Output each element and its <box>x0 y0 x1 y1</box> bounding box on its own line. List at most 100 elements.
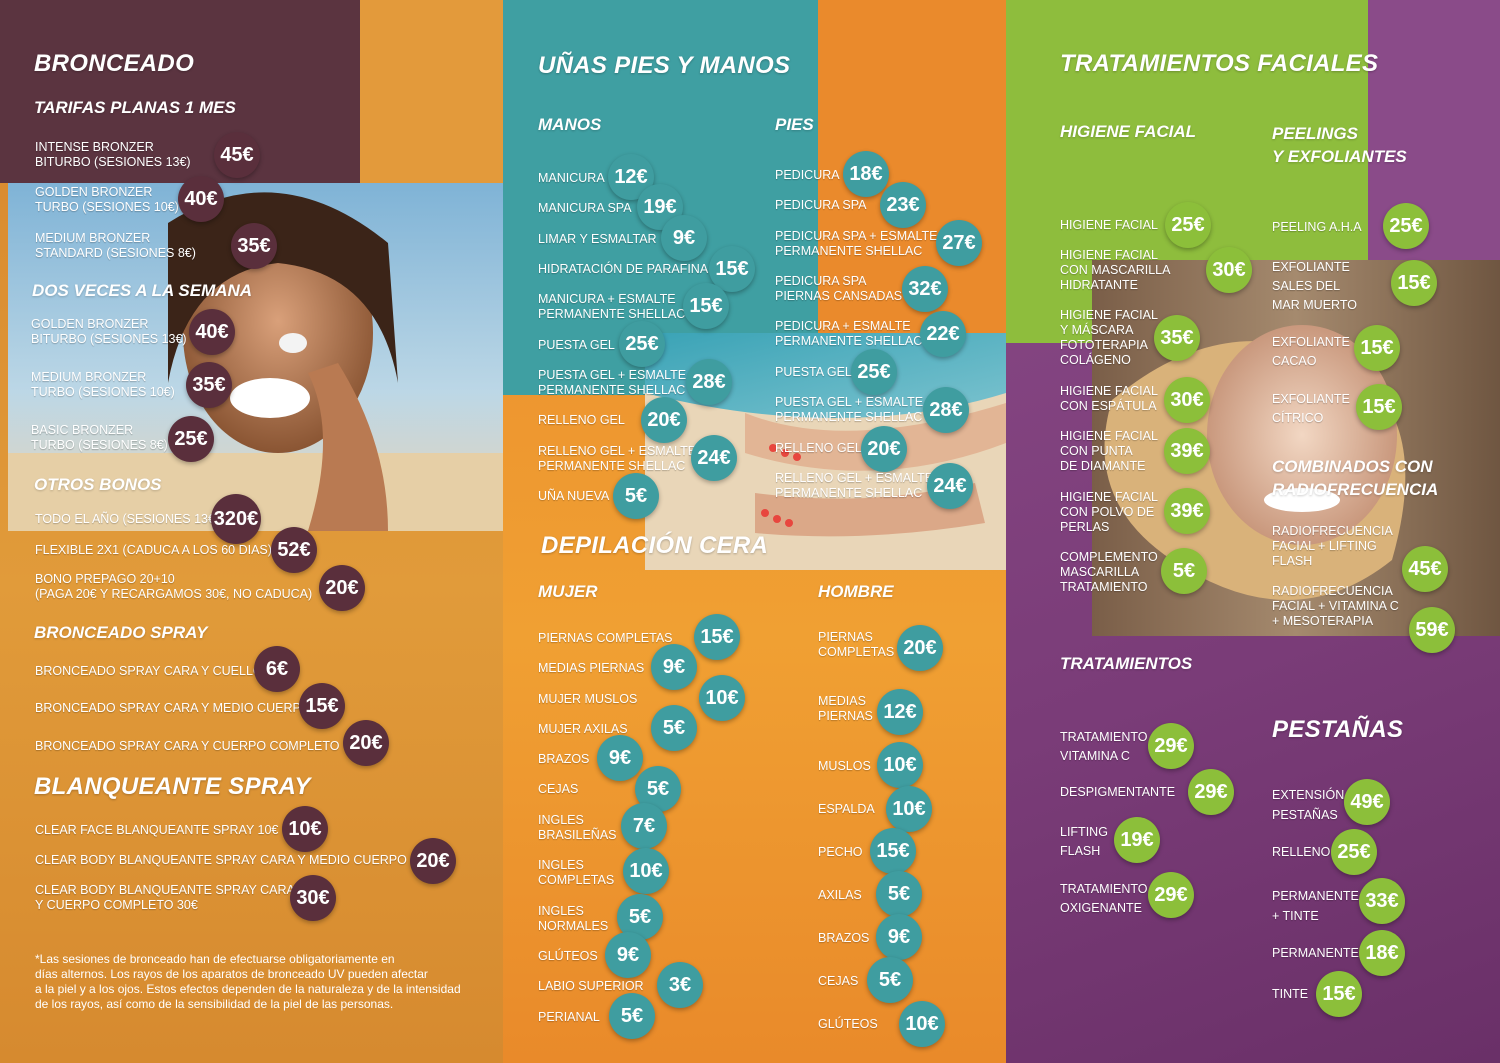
price-badge: 320€ <box>211 494 261 544</box>
list-item: PECHO <box>818 845 863 859</box>
price-badge: 32€ <box>902 266 948 312</box>
price-badge: 27€ <box>936 220 982 266</box>
list-item: PERMANENTE <box>1272 946 1359 960</box>
price-badge: 10€ <box>886 786 932 832</box>
list-item: EXTENSIÓN PESTAÑAS <box>1272 788 1345 822</box>
list-item: HIGIENE FACIAL CON MASCARILLA HIDRATANTE <box>1060 248 1171 292</box>
list-item: UÑA NUEVA <box>538 489 610 503</box>
list-item: MUSLOS <box>818 759 871 773</box>
price-badge: 15€ <box>1316 971 1362 1017</box>
price-badge: 28€ <box>686 359 732 405</box>
list-item: PUESTA GEL + ESMALTE PERMANENTE SHELLAC <box>775 395 924 424</box>
price-badge: 10€ <box>623 848 669 894</box>
price-badge: 35€ <box>186 362 232 408</box>
list-item: PEDICURA SPA <box>775 198 867 212</box>
price-badge: 29€ <box>1188 769 1234 815</box>
subtitle-bronceado-spray: BRONCEADO SPRAY <box>34 623 208 642</box>
list-item: BASIC BRONZER TURBO (SESIONES 8€) <box>31 423 168 452</box>
list-item: MEDIAS PIERNAS <box>538 661 645 675</box>
price-badge: 10€ <box>282 806 328 852</box>
list-item: ESPALDA <box>818 802 875 816</box>
price-badge: 25€ <box>168 416 214 462</box>
list-item: HIDRATACIÓN DE PARAFINA <box>538 262 709 276</box>
price-badge: 12€ <box>877 689 923 735</box>
price-badge: 25€ <box>1383 203 1429 249</box>
list-item: MANICURA + ESMALTE PERMANENTE SHELLAC <box>538 292 686 321</box>
price-badge: 29€ <box>1148 723 1194 769</box>
list-item: BRAZOS <box>818 931 870 945</box>
price-badge: 10€ <box>699 675 745 721</box>
list-item: PUESTA GEL <box>538 338 615 352</box>
list-item: INGLES NORMALES <box>538 904 609 933</box>
list-item: GOLDEN BRONZER TURBO (SESIONES 10€) <box>35 185 179 214</box>
price-badge: 23€ <box>880 182 926 228</box>
subtitle-higiene-facial: HIGIENE FACIAL <box>1060 122 1197 141</box>
list-item: PEDICURA + ESMALTE PERMANENTE SHELLAC <box>775 319 923 348</box>
price-badge: 30€ <box>1206 247 1252 293</box>
price-badge: 39€ <box>1164 428 1210 474</box>
price-badge: 35€ <box>231 223 277 269</box>
list-item: RELLENO GEL <box>538 413 625 427</box>
price-badge: 28€ <box>923 387 969 433</box>
price-badge: 40€ <box>178 176 224 222</box>
price-badge: 20€ <box>861 426 907 472</box>
list-item: TINTE <box>1272 987 1309 1001</box>
list-item: MEDIUM BRONZER STANDARD (SESIONES 8€) <box>35 231 196 260</box>
subtitle-dos-veces: DOS VECES A LA SEMANA <box>32 281 253 300</box>
price-badge: 20€ <box>343 720 389 766</box>
list-item: GLÚTEOS <box>818 1017 878 1031</box>
list-item: RADIOFRECUENCIA FACIAL + LIFTING FLASH <box>1272 524 1393 568</box>
list-item: EXFOLIANTE SALES DEL MAR MUERTO <box>1272 260 1357 312</box>
price-badge: 5€ <box>609 993 655 1039</box>
subtitle-hombre: HOMBRE <box>818 582 894 601</box>
subtitle-tarifas: TARIFAS PLANAS 1 MES <box>34 98 236 117</box>
price-badge: 25€ <box>851 349 897 395</box>
price-badge: 9€ <box>605 932 651 978</box>
list-item: INGLES BRASILEÑAS <box>538 813 617 842</box>
price-badge: 25€ <box>1331 829 1377 875</box>
list-item: PERIANAL <box>538 1010 600 1024</box>
title-unas: UÑAS PIES Y MANOS <box>538 52 791 79</box>
price-badge: 20€ <box>410 838 456 884</box>
list-item: HIGIENE FACIAL CON POLVO DE PERLAS <box>1060 490 1158 534</box>
price-badge: 40€ <box>189 309 235 355</box>
list-item: PEDICURA SPA + ESMALTE PERMANENTE SHELLA… <box>775 229 938 258</box>
price-badge: 20€ <box>897 625 943 671</box>
photo-placeholder-icon <box>645 333 1006 570</box>
price-badge: 5€ <box>876 871 922 917</box>
list-item: HIGIENE FACIAL CON PUNTA DE DIAMANTE <box>1060 429 1158 473</box>
feet-sand-photo <box>645 333 1006 570</box>
list-item: TODO EL AÑO (SESIONES 13€) <box>35 512 220 526</box>
list-item: PUESTA GEL + ESMALTE PERMANENTE SHELLAC <box>538 368 687 397</box>
list-item: LABIO SUPERIOR <box>538 979 644 993</box>
price-badge: 59€ <box>1409 607 1455 653</box>
list-item: CLEAR BODY BLANQUEANTE SPRAY CARA Y CUER… <box>35 883 295 912</box>
price-badge: 15€ <box>870 828 916 874</box>
subtitle-combinados: COMBINADOS CON RADIOFRECUENCIA <box>1272 457 1439 499</box>
list-item: PIERNAS COMPLETAS <box>538 631 673 645</box>
subtitle-peelings: PEELINGS Y EXFOLIANTES <box>1272 124 1407 166</box>
list-item: HIGIENE FACIAL CON ESPÁTULA <box>1060 384 1158 413</box>
price-badge: 18€ <box>1359 930 1405 976</box>
price-badge: 39€ <box>1164 488 1210 534</box>
list-item: MEDIUM BRONZER TURBO (SESIONES 10€) <box>31 370 175 399</box>
list-item: MEDIAS PIERNAS <box>818 694 873 723</box>
price-badge: 15€ <box>1354 325 1400 371</box>
list-item: RADIOFRECUENCIA FACIAL + VITAMINA C + ME… <box>1272 584 1399 628</box>
subtitle-otros-bonos: OTROS BONOS <box>34 475 162 494</box>
list-item: PUESTA GEL <box>775 365 852 379</box>
orange-header-block <box>360 0 503 183</box>
list-item: PERMANENTE + TINTE <box>1272 889 1359 923</box>
price-badge: 12€ <box>608 154 654 200</box>
disclaimer-note: *Las sesiones de bronceado han de efectu… <box>35 952 461 1011</box>
list-item: CLEAR BODY BLANQUEANTE SPRAY CARA Y MEDI… <box>35 853 432 867</box>
price-badge: 18€ <box>843 151 889 197</box>
title-bronceado: BRONCEADO <box>34 50 195 77</box>
price-badge: 10€ <box>899 1001 945 1047</box>
price-badge: 15€ <box>683 283 729 329</box>
price-badge: 20€ <box>641 397 687 443</box>
price-badge: 24€ <box>927 463 973 509</box>
list-item: LIMAR Y ESMALTAR <box>538 232 657 246</box>
price-badge: 7€ <box>621 803 667 849</box>
price-badge: 15€ <box>709 246 755 292</box>
